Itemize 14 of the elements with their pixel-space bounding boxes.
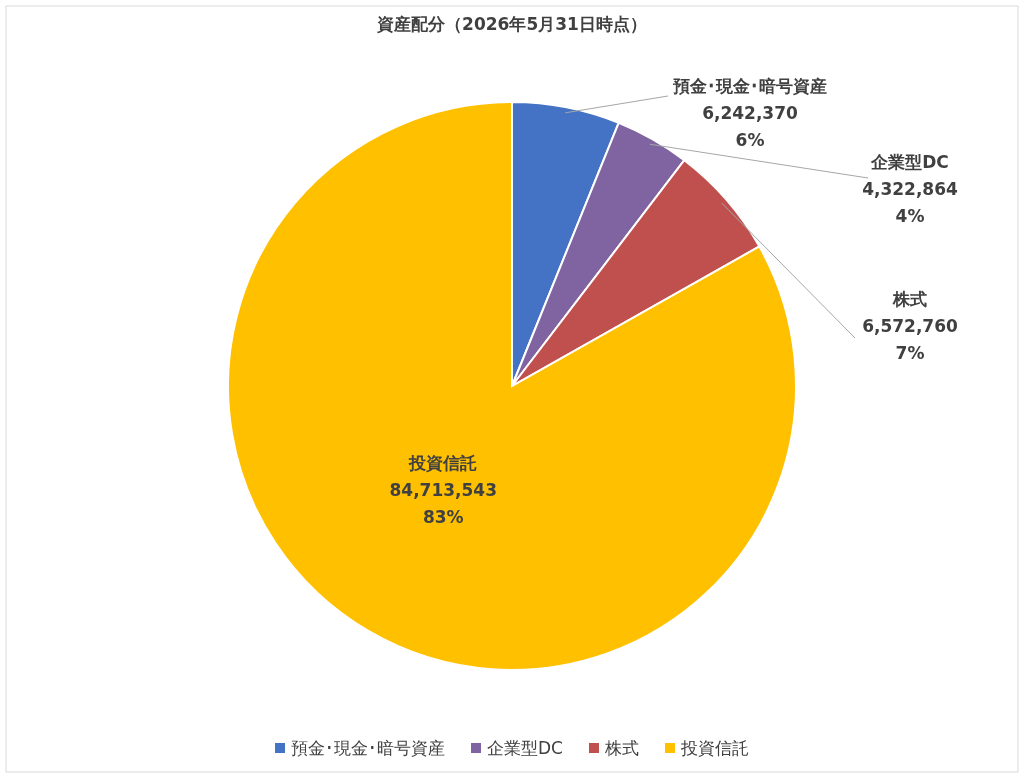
slice-label: 企業型DC [870, 152, 949, 172]
legend-label: 投資信託 [679, 738, 749, 758]
data-label: 4,322,864 4% [862, 179, 959, 226]
chart-title: 資産配分（2026年5月31日時点） [376, 14, 647, 34]
slice-label: 株式 [892, 289, 927, 309]
legend-label: 企業型DC [487, 738, 563, 758]
slice-label: 預金･現金･暗号資産 [672, 76, 827, 96]
data-label: 6,242,370 6% [702, 103, 799, 150]
data-label: 84,713,543 83% [389, 479, 498, 527]
pie-slice [227, 101, 797, 671]
legend-label: 株式 [603, 738, 639, 758]
slice-label: 投資信託 [408, 452, 478, 473]
legend-label: 預金･現金･暗号資産 [291, 738, 446, 758]
data-label: 6,572,760 7% [862, 316, 959, 363]
